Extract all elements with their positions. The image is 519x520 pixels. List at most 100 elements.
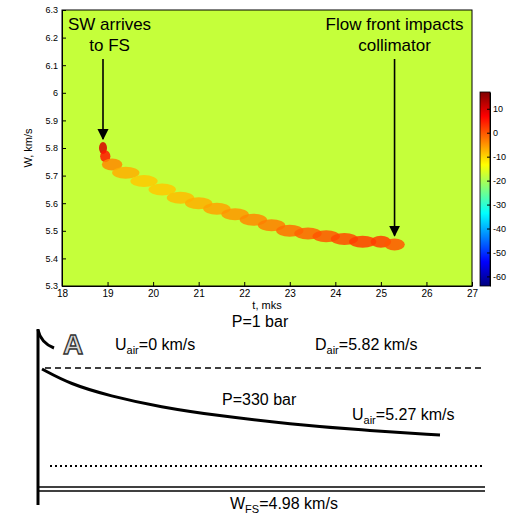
y-tick: 5.3 [45,281,66,291]
colorbar-tick: -30 [487,200,506,210]
colorbar [480,92,490,286]
colorbar-tick-mark [487,133,490,134]
annotation-arrow [102,59,104,139]
y-tick-label: 5.9 [45,116,58,126]
y-tick-mark [62,176,66,177]
colorbar-tick: -60 [487,272,506,282]
label-text: =4.98 km/s [259,495,338,512]
y-axis: 5.35.45.55.65.75.85.966.16.26.3 [45,5,66,291]
x-tick: 26 [421,282,433,299]
y-tick-label: 5.4 [45,254,58,264]
y-tick-label: 6.3 [45,5,58,15]
figure: 181920212223242526275.35.45.55.65.75.85.… [0,0,519,520]
x-tick: 19 [102,282,114,299]
x-axis: 18192021222324252627 [57,282,479,299]
colorbar-tick-mark [487,157,490,158]
y-tick: 6 [53,88,66,98]
colorbar-tick-label: -60 [493,272,506,282]
colorbar-tick-mark [487,252,490,253]
colorbar-tick-label: -20 [493,176,506,186]
x-tick-label: 22 [239,288,251,299]
x-tick-mark [290,282,291,286]
x-tick-label: 23 [285,288,297,299]
schematic-label: P=330 bar [222,391,297,408]
annotation-text: collimator [358,36,431,55]
dotted-line [50,465,485,467]
x-tick-mark [472,282,473,286]
colorbar-tick: 10 [487,104,503,114]
x-tick-label: 25 [376,288,388,299]
schematic-label: P=1 bar [232,313,289,330]
plot-area [62,10,472,286]
schematic-label: Uair=5.27 km/s [352,406,455,426]
y-tick-label: 5.6 [45,199,58,209]
x-tick-mark [381,282,382,286]
y-tick: 5.4 [45,254,66,264]
x-tick-mark [244,282,245,286]
x-tick-label: 26 [421,288,433,299]
x-tick-mark [426,282,427,286]
x-tick: 27 [467,282,479,299]
y-tick: 6.1 [45,61,66,71]
colorbar-tick: 0 [487,128,498,138]
y-tick: 5.6 [45,199,66,209]
colorbar-tick: -20 [487,176,506,186]
y-tick-mark [62,148,66,149]
label-symbol: W [230,495,246,512]
y-tick-label: 5.3 [45,281,58,291]
colorbar-tick: -10 [487,152,506,162]
annotation: Flow front impacts collimator [326,15,464,236]
shock-spike [38,330,54,348]
annotation-text: to FS [89,36,130,55]
pressure-decay-curve [42,369,440,435]
schematic-label: WFS=4.98 km/s [230,495,338,515]
x-tick: 22 [239,282,251,299]
y-tick-label: 5.8 [45,143,58,153]
x-tick-mark [335,282,336,286]
colorbar-tick-label: 0 [493,128,498,138]
label-symbol: U [115,336,127,353]
colorbar-tick: -50 [487,248,506,258]
annotation: SW arrivesto FS [68,15,151,139]
y-tick: 6.2 [45,33,66,43]
label-subscript: air [127,344,140,356]
y-tick-label: 6 [53,88,58,98]
x-tick: 24 [330,282,342,299]
x-axis-title: t, mks [252,299,282,311]
colorbar-tick-label: -30 [493,200,506,210]
y-tick-mark [62,65,66,66]
y-tick-mark [62,231,66,232]
dashed-line [45,367,485,368]
y-tick-label: 5.5 [45,226,58,236]
double-line-top [38,486,485,487]
y-tick: 5.9 [45,116,66,126]
y-tick: 5.5 [45,226,66,236]
y-tick-mark [62,10,66,11]
label-subscript: air [364,414,377,426]
annotation-text: Flow front impacts [326,15,464,34]
colorbar-tick-label: -50 [493,248,506,258]
x-axis-line [63,286,473,287]
wall-line [37,329,40,505]
x-tick-label: 27 [467,288,479,299]
y-tick-mark [62,286,66,287]
schematic: AP=1 barUair=0 km/sDair=5.82 km/sP=330 b… [38,313,485,515]
colorbar-tick-label: -10 [493,152,506,162]
y-tick-mark [62,93,66,94]
colorbar-axis: -60 -50 -40 -30 -20 -10 0 10 [487,93,506,287]
x-tick-label: 19 [102,288,114,299]
colorbar-tick-label: -40 [493,224,506,234]
y-tick-mark [62,203,66,204]
x-tick-label: 24 [330,288,342,299]
x-tick-mark [108,282,109,286]
label-symbol: U [352,406,364,423]
y-tick-mark [62,258,66,259]
plot-frame [62,10,472,286]
label-subscript: FS [245,503,259,515]
label-text: =0 km/s [139,336,195,353]
colorbar-tick-mark [487,181,490,182]
label-subscript: air [327,344,340,356]
y-tick-label: 6.2 [45,33,58,43]
colorbar-tick-mark [487,205,490,206]
colorbar-axis-line [490,93,491,287]
